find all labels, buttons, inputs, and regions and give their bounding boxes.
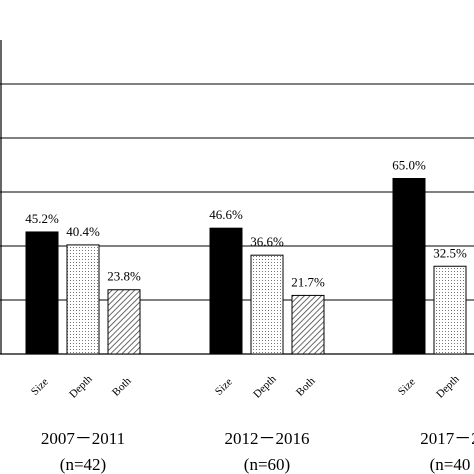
bar-size-1 [25, 231, 59, 355]
x-tick-label-depth-3: Depth [434, 373, 462, 401]
group-period-label-2: 2012－2016 [225, 429, 310, 448]
bar-size-3 [392, 178, 426, 355]
bar-both-1 [107, 289, 141, 355]
group-n-label-1: (n=42) [60, 455, 106, 474]
bar-depth-1 [66, 244, 100, 355]
value-label-size-1: 45.2% [25, 211, 59, 226]
value-label-size-3: 65.0% [392, 158, 426, 173]
group-n-label-3: (n=40 [430, 455, 471, 474]
x-tick-label-depth-1: Depth [67, 373, 95, 401]
bar-depth-2 [250, 254, 284, 355]
group-period-label-1: 2007－2011 [41, 429, 125, 448]
value-label-depth-2: 36.6% [250, 234, 284, 249]
bar-both-2 [291, 294, 325, 355]
group-labels: 2007－2011 (n=42) 2012－2016 (n=60) 2017－2 (n=4… [41, 429, 474, 474]
bar-category-labels: SizeDepthBothSizeDepthBothSizeDepthBoth [29, 373, 462, 401]
bar-size-2 [209, 227, 243, 355]
value-label-depth-3: 32.5% [433, 245, 467, 260]
group-n-label-2: (n=60) [244, 455, 290, 474]
x-tick-label-size-1: Size [29, 376, 51, 398]
value-label-both-2: 21.7% [291, 274, 325, 289]
x-tick-label-depth-2: Depth [251, 373, 279, 401]
x-tick-label-both-1: Both [110, 375, 134, 399]
group-period-label-3: 2017－2 [420, 429, 474, 448]
bars [25, 178, 467, 355]
x-tick-label-size-2: Size [213, 376, 235, 398]
value-label-depth-1: 40.4% [66, 224, 100, 239]
x-tick-label-both-2: Both [294, 375, 318, 399]
bar-depth-3 [433, 265, 467, 355]
value-label-size-2: 46.6% [209, 207, 243, 222]
value-label-both-1: 23.8% [107, 269, 141, 284]
x-tick-label-size-3: Size [396, 376, 418, 398]
value-labels: 45.2% 40.4% 23.8% 46.6% 36.6% 21.7% 65.0% 32.5% [25, 158, 467, 290]
